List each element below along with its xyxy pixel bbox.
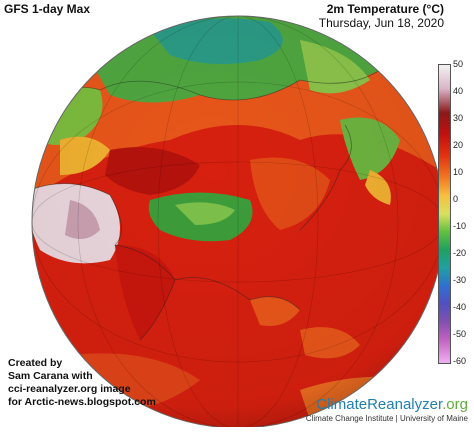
map-date: Thursday, Jun 18, 2020 (318, 16, 444, 30)
credit-line: for Arctic-news.blogspot.com (8, 396, 156, 408)
colorbar-tick: 40 (453, 86, 464, 96)
colorbar-tick: 20 (453, 140, 464, 150)
colorbar-tick: 10 (453, 167, 464, 177)
colorbar-tick: 30 (453, 113, 464, 123)
colorbar-tick: -50 (453, 329, 467, 339)
colorbar-tick: -30 (453, 275, 467, 285)
colorbar-tick: -40 (453, 302, 467, 312)
map-title: GFS 1-day Max (4, 2, 91, 16)
colorbar-tick: 50 (453, 59, 464, 69)
climate-reanalyzer-logo: ClimateReanalyzer.org Climate Change Ins… (306, 396, 468, 423)
credit-text: Created by Sam Carana with cci-reanalyze… (8, 357, 156, 409)
credit-line: Sam Carana with (8, 370, 93, 382)
variable-title: 2m Temperature (°C) (326, 2, 444, 16)
colorbar-tick: -20 (453, 248, 467, 258)
credit-line: cci-reanalyzer.org image (8, 383, 131, 395)
colorbar-gradient (438, 64, 451, 364)
map-header-right: 2m Temperature (°C) Thursday, Jun 18, 20… (319, 2, 444, 30)
brand-name-main: ClimateReanalyzer (316, 396, 443, 413)
colorbar-tick: 0 (453, 194, 459, 204)
colorbar-tick: -10 (453, 221, 467, 231)
temperature-colorbar: 50 40 30 20 10 0 -10 -20 -30 -40 -50 -60 (438, 58, 474, 368)
brand-name-suffix: .org (442, 396, 468, 413)
colorbar-tick: -60 (453, 356, 467, 366)
brand-name: ClimateReanalyzer.org (306, 396, 468, 413)
credit-line: Created by (8, 357, 63, 369)
brand-subtitle: Climate Change Institute | University of… (305, 414, 468, 423)
